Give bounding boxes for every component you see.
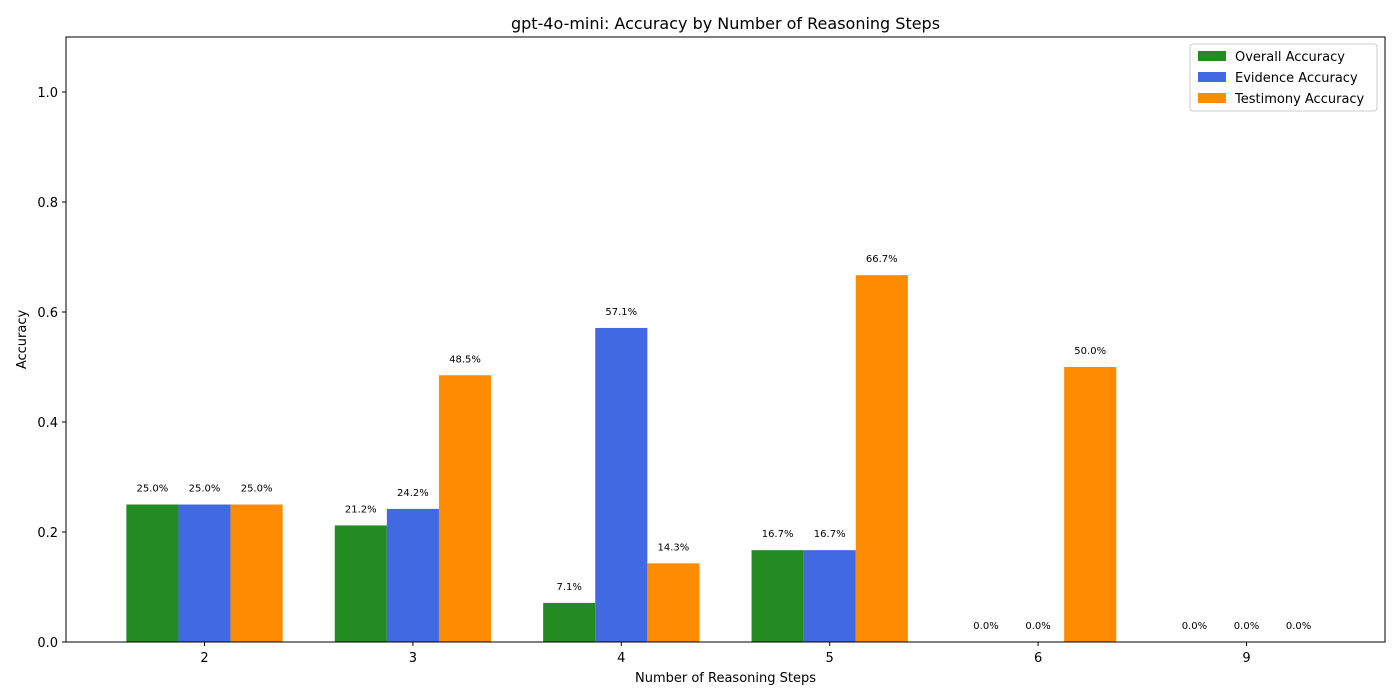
bar-testimony-accuracy-6 bbox=[1064, 367, 1117, 642]
bars-group bbox=[126, 275, 1117, 642]
bar-value-label: 48.5% bbox=[449, 354, 481, 365]
bar-testimony-accuracy-4 bbox=[647, 563, 700, 642]
bar-value-label: 57.1% bbox=[605, 307, 637, 318]
y-tick-label: 1.0 bbox=[37, 86, 58, 101]
bar-value-label: 0.0% bbox=[973, 621, 998, 632]
bar-value-label: 16.7% bbox=[762, 529, 794, 540]
bar-value-label: 0.0% bbox=[1182, 621, 1207, 632]
y-tick-label: 0.4 bbox=[37, 416, 58, 431]
x-tick-label: 2 bbox=[200, 651, 208, 666]
bar-overall-accuracy-2 bbox=[126, 504, 179, 642]
y-axis: 0.0 0.2 0.4 0.6 0.8 1.0 bbox=[37, 86, 66, 651]
legend-label: Evidence Accuracy bbox=[1235, 71, 1358, 86]
bar-value-label: 24.2% bbox=[397, 488, 429, 499]
bar-value-label: 25.0% bbox=[137, 484, 169, 495]
bar-value-label: 0.0% bbox=[1286, 621, 1311, 632]
bar-value-label: 21.2% bbox=[345, 504, 377, 515]
bar-overall-accuracy-3 bbox=[334, 525, 387, 642]
bar-value-label: 14.3% bbox=[658, 542, 690, 553]
bar-testimony-accuracy-2 bbox=[230, 504, 283, 642]
bar-value-label: 50.0% bbox=[1074, 346, 1106, 357]
y-axis-label: Accuracy bbox=[15, 310, 30, 370]
y-tick-label: 0.8 bbox=[37, 196, 58, 211]
x-axis-label: Number of Reasoning Steps bbox=[635, 671, 816, 686]
bar-evidence-accuracy-5 bbox=[803, 550, 856, 642]
bar-value-label: 0.0% bbox=[1234, 621, 1259, 632]
bar-testimony-accuracy-3 bbox=[438, 375, 492, 642]
legend: Overall Accuracy Evidence Accuracy Testimo… bbox=[1189, 43, 1378, 112]
legend-label: Overall Accuracy bbox=[1235, 50, 1345, 65]
legend-box bbox=[1189, 43, 1378, 112]
y-tick-label: 0.0 bbox=[37, 636, 58, 651]
bar-value-label: 16.7% bbox=[814, 529, 846, 540]
bar-value-label: 25.0% bbox=[189, 484, 221, 495]
legend-label: Testimony Accuracy bbox=[1234, 92, 1365, 107]
chart-title: gpt-4o-mini: Accuracy by Number of Reaso… bbox=[511, 14, 940, 33]
bar-evidence-accuracy-4 bbox=[595, 327, 648, 642]
plot-frame bbox=[65, 36, 1386, 643]
x-tick-label: 3 bbox=[409, 651, 417, 666]
y-tick-label: 0.2 bbox=[37, 526, 58, 541]
legend-swatch bbox=[1198, 93, 1226, 103]
bar-overall-accuracy-5 bbox=[751, 550, 804, 642]
legend-swatch bbox=[1198, 72, 1226, 82]
bar-overall-accuracy-4 bbox=[543, 602, 596, 642]
x-axis: 2 3 4 5 6 9 bbox=[200, 642, 1251, 666]
bar-value-label: 0.0% bbox=[1025, 621, 1050, 632]
bar-value-label: 7.1% bbox=[556, 582, 581, 593]
bar-labels-group: 25.0% 25.0% 25.0% 21.2% 24.2% 48.5% 7.1% 57.1% 1… bbox=[137, 254, 1312, 632]
x-tick-label: 5 bbox=[826, 651, 834, 666]
bar-value-label: 25.0% bbox=[241, 484, 273, 495]
x-tick-label: 9 bbox=[1242, 651, 1250, 666]
y-tick-label: 0.6 bbox=[37, 306, 58, 321]
bar-value-label: 66.7% bbox=[866, 254, 898, 265]
bar-testimony-accuracy-5 bbox=[855, 275, 908, 642]
x-tick-label: 6 bbox=[1034, 651, 1042, 666]
legend-swatch bbox=[1198, 51, 1226, 61]
x-tick-label: 4 bbox=[617, 651, 625, 666]
bar-evidence-accuracy-2 bbox=[178, 504, 231, 642]
bar-evidence-accuracy-3 bbox=[386, 508, 439, 642]
